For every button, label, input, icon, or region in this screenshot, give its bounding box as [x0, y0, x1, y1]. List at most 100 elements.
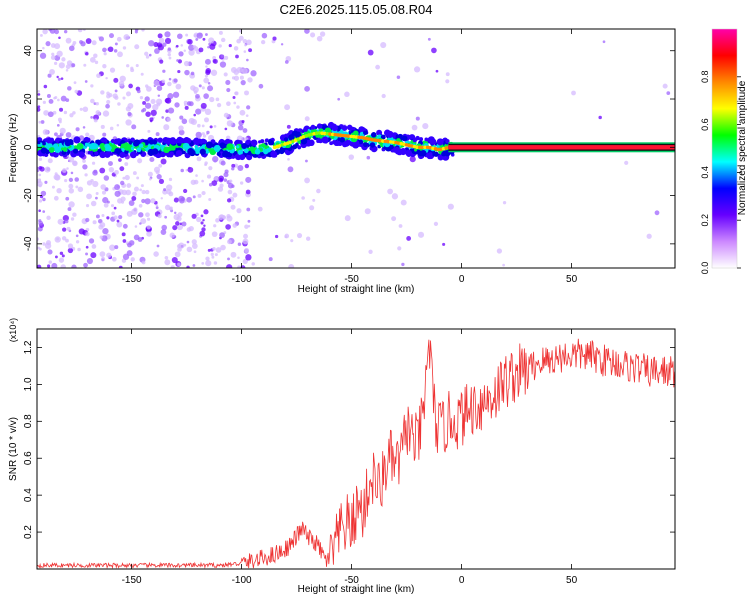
spectrogram-cell	[164, 37, 172, 45]
spectrogram-cell	[241, 143, 248, 150]
spectrogram-cell	[261, 32, 268, 39]
spectrogram-cell	[50, 43, 56, 48]
spectrogram-cell	[237, 256, 240, 260]
spectrogram-cell	[67, 243, 74, 249]
spectrogram-cell	[140, 218, 147, 225]
spectrogram-cell	[128, 200, 135, 206]
spectrogram-cell	[43, 110, 49, 116]
spectrogram-cell	[310, 32, 316, 38]
spectrogram-cell	[89, 57, 96, 63]
spectrogram-cell	[220, 54, 225, 59]
spectrogram-cell	[144, 96, 150, 102]
colorbar: 0.0 0.2 0.4 0.6 0.8 Normalized spectral ampl…	[700, 28, 748, 275]
spectrogram-cell	[209, 125, 213, 129]
spectrogram-cell	[341, 133, 346, 138]
x-tick-label: -100	[232, 274, 252, 285]
spectrogram-cell	[411, 124, 418, 131]
spectrogram-cell	[175, 221, 180, 226]
spectrogram-cell	[98, 36, 104, 42]
spectrogram-cell	[213, 224, 217, 228]
spectrogram-cell	[168, 77, 172, 81]
spectrogram-cell	[102, 47, 107, 53]
spectrogram-cell	[160, 229, 167, 235]
spectrogram-cell	[80, 41, 86, 47]
spectrogram-cell	[233, 163, 239, 168]
spectrogram-cell	[212, 58, 218, 64]
spectrogram-cell	[189, 142, 193, 147]
spectrogram-cell	[331, 124, 338, 132]
spectrogram-cell	[237, 124, 244, 131]
spectrogram-cell	[329, 141, 334, 146]
spectrogram-cell	[367, 49, 374, 56]
spectrogram-cell	[309, 205, 315, 211]
spectrogram-cell	[381, 139, 385, 143]
spectrogram-cell	[39, 33, 43, 37]
spectrogram-cell	[245, 254, 252, 261]
spectrogram-cell	[223, 178, 228, 182]
spectrogram-cell	[147, 171, 153, 177]
spectrogram-cell	[222, 150, 229, 156]
spectrogram-cell	[37, 178, 42, 184]
spectrogram-cell	[68, 201, 75, 208]
spectrogram-cell	[39, 52, 47, 59]
spectrogram-cell	[163, 146, 170, 154]
spectrogram-cell	[46, 215, 51, 221]
spectrogram-cell	[284, 233, 290, 239]
spectrogram-cell	[395, 134, 400, 139]
spectrogram-cell	[100, 184, 106, 190]
spectrogram-cell	[219, 61, 227, 68]
spectrogram-cell	[168, 207, 173, 211]
spectrogram-cell	[202, 218, 205, 222]
spectrogram-cell	[124, 162, 129, 167]
spectrogram-cell	[247, 219, 251, 223]
spectrogram-cell	[92, 170, 98, 176]
spectrogram-cell	[114, 184, 121, 191]
spectrogram-cell	[339, 137, 346, 143]
spectrogram-cell	[176, 59, 179, 62]
spectrogram-cell	[226, 264, 233, 268]
spectrogram-cell	[125, 189, 132, 196]
spectrogram-cell	[172, 225, 178, 231]
spectrogram-cell	[135, 64, 139, 68]
spectrogram-cell	[56, 237, 60, 241]
spectrogram-cell	[191, 213, 197, 219]
spectrogram-cell	[139, 188, 142, 192]
spectrogram-cell	[204, 58, 211, 65]
spectrogram-cell	[241, 68, 248, 75]
spectrogram-cell	[85, 38, 92, 44]
spectrogram-cell	[77, 29, 83, 33]
spectrogram-cell	[205, 141, 213, 149]
spectrogram-cell	[38, 166, 43, 170]
spectrogram-cell	[139, 96, 144, 100]
spectrogram-cell	[236, 208, 242, 214]
spectrogram-cell	[201, 86, 205, 90]
spectrogram-cell	[153, 251, 159, 257]
spectrogram-cell	[183, 60, 190, 67]
colorbar-tick-label: 0.0	[700, 262, 710, 275]
spectrogram-cell	[303, 127, 308, 133]
spectrogram-cell	[146, 217, 151, 221]
spectrogram-cell	[207, 46, 210, 49]
spectrogram-cell	[102, 64, 107, 69]
spectrogram-cell	[226, 213, 231, 219]
spectrogram-cell	[381, 93, 386, 99]
spectrogram-cell	[131, 124, 137, 130]
spectrogram-cell	[192, 45, 197, 49]
spectrogram-cell	[46, 93, 51, 98]
snr-x-ticks: -150 -100 -50 0 50	[122, 329, 578, 586]
spectrogram-cell	[175, 44, 179, 48]
spectrogram-cell	[203, 117, 209, 123]
y-tick-label: 0.2	[23, 525, 34, 539]
spectrogram-cell	[121, 189, 128, 196]
spectrogram-cell	[220, 160, 226, 166]
spectrogram-cell	[417, 231, 425, 238]
spectrogram-cell	[94, 151, 99, 156]
spectrogram-cell	[196, 216, 202, 223]
spectrogram-cell	[161, 116, 164, 119]
spectrogram-cell	[234, 91, 239, 96]
spectrogram-cell	[118, 158, 122, 162]
spectrogram-cell	[85, 231, 90, 237]
spectrogram-cell	[43, 84, 48, 89]
spectrogram-cell	[163, 124, 170, 131]
spectrogram-cell	[158, 163, 163, 168]
